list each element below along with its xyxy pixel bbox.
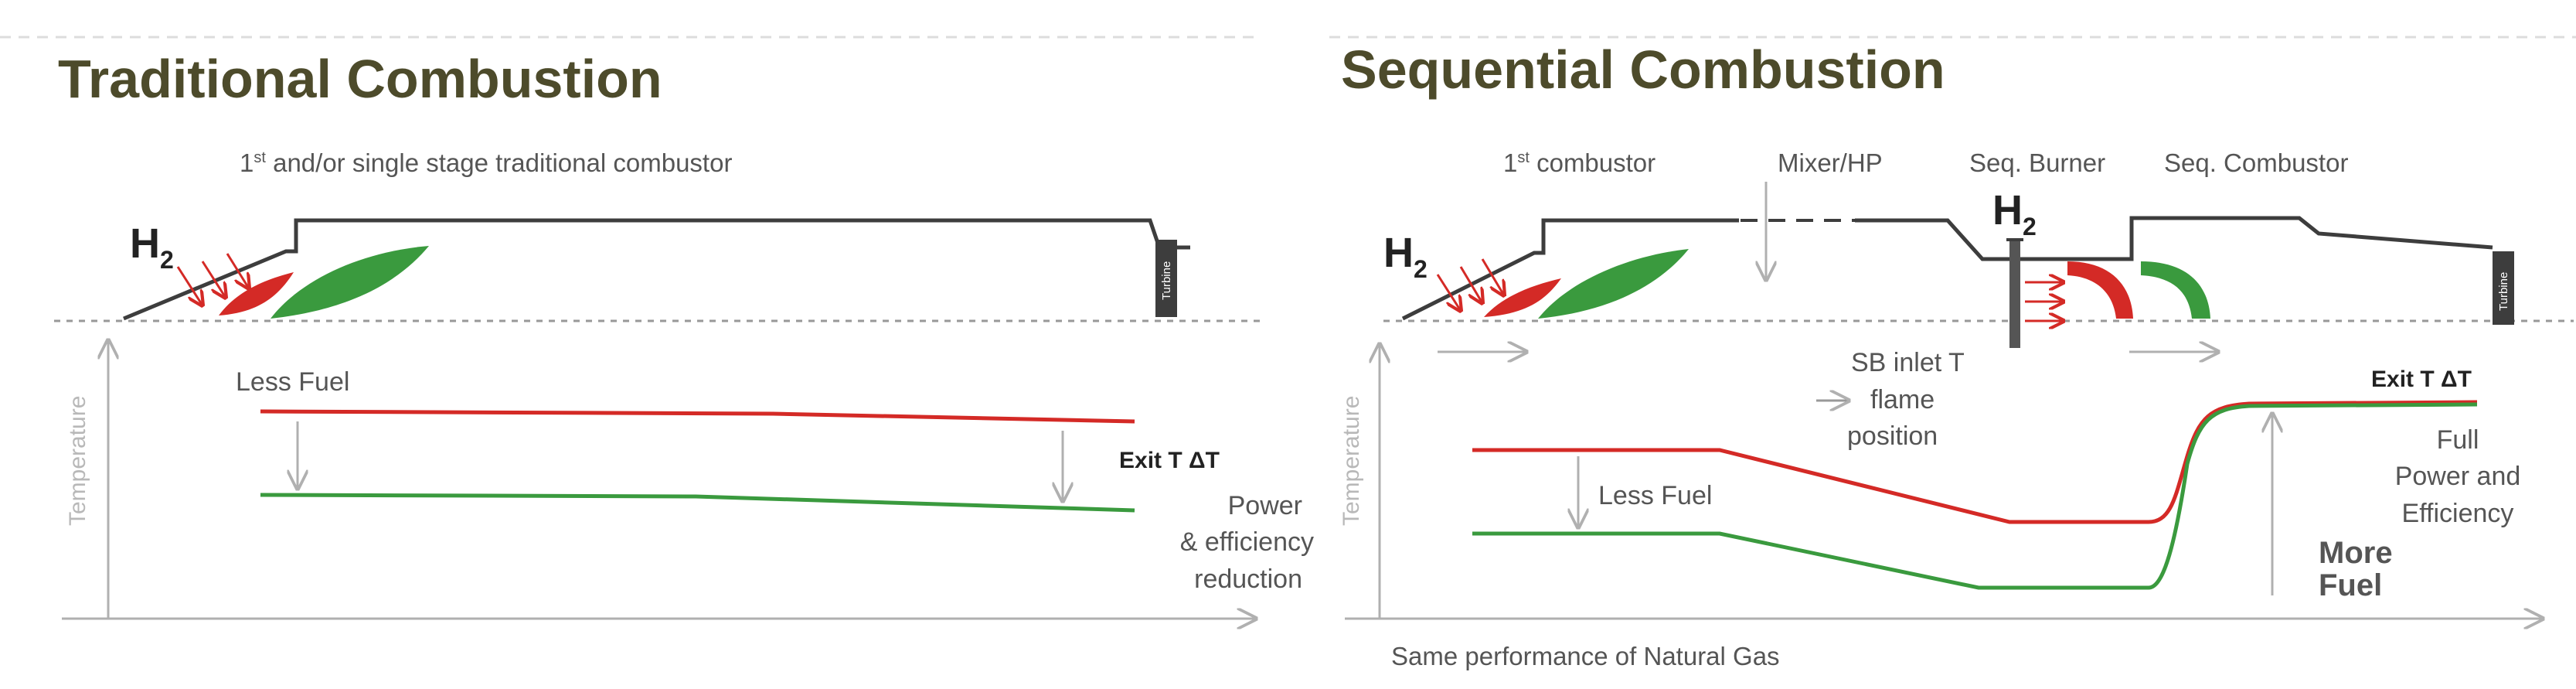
left-turbine-label: Turbine bbox=[1160, 261, 1173, 300]
left-green-flame bbox=[271, 246, 429, 319]
right-sb-line-3: position bbox=[1847, 421, 1938, 451]
left-turbine-block bbox=[1155, 240, 1177, 317]
right-h2-injection-arrows-1 bbox=[1436, 258, 1504, 311]
left-exit-t-label: Exit T ΔT bbox=[1119, 448, 1220, 473]
right-turbine-label: Turbine bbox=[2497, 272, 2510, 311]
right-sb-line-1: SB inlet T bbox=[1851, 348, 1965, 377]
right-more-fuel-line-2: Fuel bbox=[2319, 568, 2382, 602]
right-seq-burner-label: Seq. Burner bbox=[1969, 148, 2105, 177]
left-less-fuel-label: Less Fuel bbox=[236, 367, 349, 397]
left-note-line-1: Power bbox=[1228, 491, 1302, 520]
seq-burner-h2-arrows bbox=[2025, 282, 2064, 321]
left-note-line-3: reduction bbox=[1194, 565, 1302, 594]
right-combustor-outline-1 bbox=[1401, 218, 1739, 321]
left-h2-temp-line bbox=[260, 493, 1135, 513]
left-combustor-outline bbox=[123, 218, 1190, 321]
right-less-fuel-label: Less Fuel bbox=[1598, 481, 1712, 510]
traditional-combustion-panel: Traditional Combustion 1st and/or single… bbox=[54, 49, 1314, 619]
right-sb-line-2: flame bbox=[1870, 385, 1935, 414]
right-green-flame-1 bbox=[1538, 249, 1689, 319]
right-exit-t-label: Exit T ΔT bbox=[2371, 367, 2472, 392]
left-h2-label: H2 bbox=[130, 220, 174, 274]
left-note-line-2: & efficiency bbox=[1180, 527, 1314, 557]
left-y-axis-label: Temperature bbox=[65, 396, 90, 526]
right-full-line-3: Efficiency bbox=[2402, 499, 2514, 528]
right-seq-combustor-label: Seq. Combustor bbox=[2164, 148, 2348, 177]
left-red-flame bbox=[219, 272, 294, 316]
right-red-flame-1 bbox=[1484, 278, 1561, 317]
sequential-combustion-panel: Sequential Combustion 1st combustor Mixe… bbox=[1339, 39, 2574, 670]
right-combustor-outline-2 bbox=[1855, 216, 2493, 261]
right-y-axis-label: Temperature bbox=[1339, 396, 1364, 526]
right-h2-temp-line bbox=[1472, 402, 2478, 590]
left-combustor-label: 1st and/or single stage traditional comb… bbox=[240, 148, 732, 177]
right-h2-label-2: H2 bbox=[1992, 187, 2037, 240]
right-h2-label-1: H2 bbox=[1383, 230, 1428, 283]
left-h2-injection-arrows bbox=[176, 253, 249, 305]
right-natural-gas-temp-line bbox=[1472, 400, 2478, 524]
seq-green-flame bbox=[2141, 261, 2210, 319]
right-title: Sequential Combustion bbox=[1341, 39, 1945, 100]
right-combustor1-label: 1st combustor bbox=[1503, 148, 1656, 177]
left-title: Traditional Combustion bbox=[58, 49, 662, 109]
seq-red-flame bbox=[2067, 261, 2133, 319]
right-mixer-label: Mixer/HP bbox=[1778, 148, 1883, 177]
seq-burner-injector bbox=[2009, 240, 2020, 348]
right-full-line-2: Power and bbox=[2395, 462, 2521, 491]
left-natural-gas-temp-line bbox=[260, 409, 1135, 424]
right-turbine-block bbox=[2493, 251, 2514, 325]
right-full-line-1: Full bbox=[2437, 425, 2479, 455]
right-more-fuel-line-1: More bbox=[2319, 536, 2393, 570]
right-footer-label: Same performance of Natural Gas bbox=[1391, 642, 1780, 670]
